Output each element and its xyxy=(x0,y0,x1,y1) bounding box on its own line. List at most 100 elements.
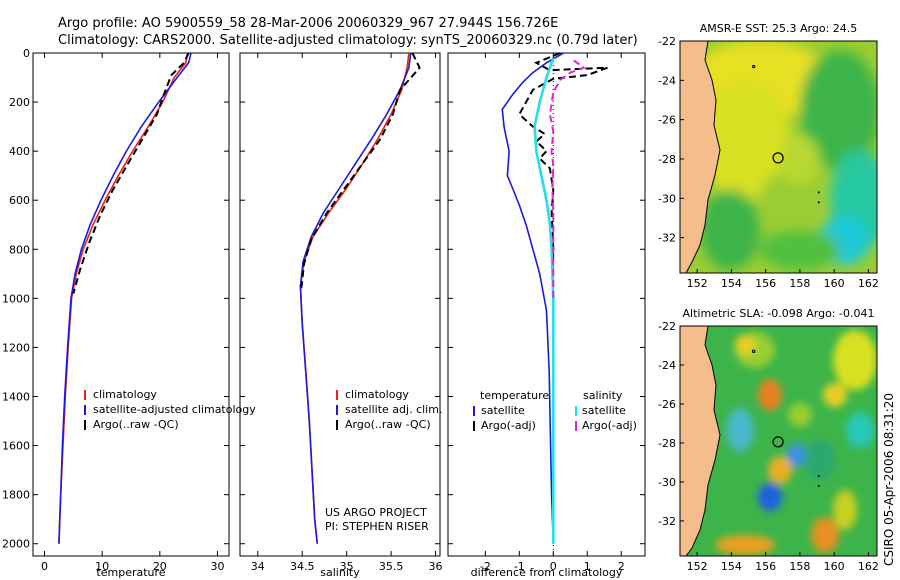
legend-title: temperature xyxy=(480,389,549,402)
series-line-argo xyxy=(300,52,421,289)
x-tick-label: 20 xyxy=(153,560,167,573)
x-tick-label: 1 xyxy=(584,560,591,573)
map-x-tick-label: 154 xyxy=(721,277,742,290)
legend-entry: climatology xyxy=(93,388,157,401)
map-y-tick-label: -32 xyxy=(658,232,676,245)
map-title: AMSR-E SST: 25.3 Argo: 24.5 xyxy=(700,22,858,35)
island-dot xyxy=(817,475,820,478)
map-y-tick-label: -22 xyxy=(658,320,676,333)
header-line-1: Argo profile: AO 5900559_58 28-Mar-2006 … xyxy=(58,16,558,31)
sla-map-land xyxy=(680,326,720,556)
x-tick-label: 10 xyxy=(95,560,109,573)
legend-title: salinity xyxy=(583,389,623,402)
map-x-tick-label: 160 xyxy=(824,560,845,573)
header-line-2: Climatology: CARS2000. Satellite-adjuste… xyxy=(58,33,638,48)
x-tick-label: -1 xyxy=(514,560,525,573)
map-y-tick-label: -30 xyxy=(658,192,676,205)
y-tick-label: 1200 xyxy=(2,341,30,354)
argo-profile-marker xyxy=(772,436,784,448)
map-y-tick-label: -28 xyxy=(658,437,676,450)
y-tick-label: 2000 xyxy=(2,538,30,551)
map-y-tick-label: -28 xyxy=(658,153,676,166)
legend-entry: Argo(..raw -QC) xyxy=(345,418,431,431)
island-dot xyxy=(817,191,820,194)
y-tick-label: 400 xyxy=(9,145,30,158)
x-axis-label: salinity xyxy=(320,566,360,579)
legend-entry: satellite xyxy=(481,404,525,417)
series-line-satellite xyxy=(299,52,412,544)
x-tick-label: 2 xyxy=(618,560,625,573)
series-line-salinity-argo xyxy=(548,59,587,299)
y-tick-label: 200 xyxy=(9,96,30,109)
series-line-temperature-argo xyxy=(518,52,608,299)
sla-map-panel: Altimetric SLA: -0.098 Argo: -0.041 152 15… xyxy=(658,307,879,573)
x-tick-label: 30 xyxy=(210,560,224,573)
map-x-tick-label: 156 xyxy=(755,277,776,290)
map-y-tick-label: -26 xyxy=(658,398,676,411)
map-y-tick-label: -24 xyxy=(658,74,676,87)
map-y-tick-label: -32 xyxy=(658,515,676,528)
y-tick-label: 1400 xyxy=(2,391,30,404)
project-annotation: US ARGO PROJECT xyxy=(325,506,427,519)
x-tick-label: 36 xyxy=(429,560,443,573)
map-y-tick-label: -26 xyxy=(658,114,676,127)
y-tick-label: 600 xyxy=(9,194,30,207)
temperature-panel: 0 10 20 30 0 200 400 600 800 1000 1200 1400 1600 1800… xyxy=(2,47,256,579)
sst-map-panel: AMSR-E SST: 25.3 Argo: 24.5 152 154 156 158 1… xyxy=(658,22,879,290)
y-tick-label: 1000 xyxy=(2,292,30,305)
plot-frame xyxy=(447,52,646,557)
map-y-tick-label: -24 xyxy=(658,359,676,372)
series-line-salinity-satellite xyxy=(533,57,555,544)
sla-map-frame xyxy=(679,325,878,557)
series-line-argo xyxy=(72,52,190,294)
sst-map-land xyxy=(680,41,720,273)
project-annotation: PI: STEPHEN RISER xyxy=(325,520,429,533)
footer-timestamp: CSIRO 05-Apr-2006 08:31:20 xyxy=(882,393,896,566)
legend-entry: satellite-adjusted climatology xyxy=(93,403,256,416)
map-x-tick-label: 158 xyxy=(789,277,810,290)
map-x-tick-label: 152 xyxy=(687,560,708,573)
island-dot xyxy=(751,349,756,354)
legend-entry: satellite adj. clim. xyxy=(345,403,442,416)
sst-map-frame xyxy=(679,40,878,274)
map-x-tick-label: 154 xyxy=(721,560,742,573)
y-tick-label: 1600 xyxy=(2,440,30,453)
island-dot xyxy=(751,64,756,69)
legend-entry: Argo(-adj) xyxy=(582,419,637,432)
x-tick-label: -2 xyxy=(480,560,491,573)
map-x-tick-label: 160 xyxy=(824,277,845,290)
plot-frame xyxy=(32,52,230,557)
y-tick-label: 1800 xyxy=(2,489,30,502)
legend-entry: climatology xyxy=(345,388,409,401)
plot-frame xyxy=(239,52,441,557)
legend-entry: Argo(-adj) xyxy=(481,419,536,432)
argo-profile-marker xyxy=(772,152,784,164)
legend-entry: Argo(..raw -QC) xyxy=(93,418,179,431)
series-line-climatology xyxy=(299,52,410,544)
legend-entry: satellite xyxy=(582,404,626,417)
x-axis-label: difference from climatology xyxy=(471,566,623,579)
map-x-tick-label: 162 xyxy=(858,277,879,290)
map-y-tick-label: -30 xyxy=(658,476,676,489)
series-line-temperature-satellite xyxy=(501,52,564,544)
x-tick-label: 35 xyxy=(340,560,354,573)
island-dot xyxy=(817,201,820,204)
island-dot xyxy=(817,484,820,487)
sst-map-coastline xyxy=(685,41,721,273)
y-tick-label: 800 xyxy=(9,243,30,256)
salinity-panel: 34 34.5 35 35.5 36 salinity climatology satelli… xyxy=(239,52,443,579)
map-x-tick-label: 158 xyxy=(789,560,810,573)
x-tick-label: 0 xyxy=(550,560,557,573)
map-x-tick-label: 152 xyxy=(687,277,708,290)
x-axis-label: temperature xyxy=(96,566,165,579)
x-tick-label: 34 xyxy=(251,560,265,573)
map-title: Altimetric SLA: -0.098 Argo: -0.041 xyxy=(683,307,875,320)
map-x-tick-label: 156 xyxy=(755,560,776,573)
x-tick-label: 35.5 xyxy=(379,560,404,573)
y-tick-label: 0 xyxy=(23,47,30,60)
map-x-tick-label: 162 xyxy=(858,560,879,573)
series-line-satellite xyxy=(58,52,192,544)
x-tick-label: 0 xyxy=(41,560,48,573)
